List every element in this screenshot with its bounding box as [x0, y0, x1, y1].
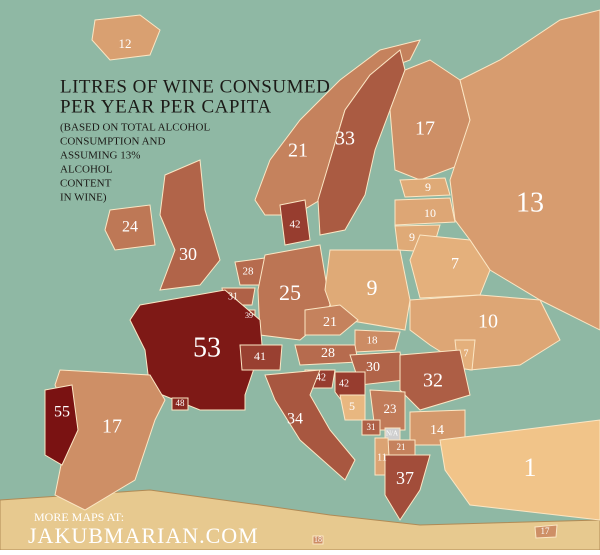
region — [534, 524, 558, 539]
region-label: 18 — [367, 335, 379, 347]
region — [264, 369, 356, 481]
region — [279, 199, 311, 246]
region — [354, 329, 401, 353]
region-label: 18 — [314, 535, 322, 544]
region-label: 13 — [516, 187, 544, 218]
region-label: 31 — [367, 422, 376, 432]
region-label: 21 — [323, 315, 337, 330]
region-label: 17 — [541, 526, 551, 536]
region-label: 14 — [430, 423, 444, 438]
footer-url: JAKUBMARIAN.COM — [28, 523, 259, 548]
subtitle-line: ALCOHOL — [60, 164, 113, 176]
region-label: 17 — [415, 118, 435, 140]
region-label: 42 — [316, 372, 326, 383]
region-label: 25 — [279, 280, 301, 305]
region — [399, 177, 451, 198]
region-label: 17 — [102, 416, 122, 438]
region-label: 42 — [290, 219, 301, 231]
region-label: 53 — [193, 332, 221, 363]
region-label: 55 — [54, 404, 70, 421]
region — [159, 159, 221, 291]
subtitle-line: IN WINE) — [60, 192, 107, 204]
region — [384, 454, 431, 521]
region-label: 5 — [349, 399, 355, 413]
region — [171, 397, 189, 411]
region-label: 32 — [423, 370, 443, 392]
region-label: 33 — [335, 128, 355, 150]
regions — [44, 9, 600, 545]
subtitle-line: (BASED ON TOTAL ALCOHOL — [60, 122, 210, 134]
region-label: 31 — [228, 291, 238, 302]
region — [439, 419, 600, 521]
region-label: 7 — [464, 348, 469, 359]
region — [129, 289, 263, 411]
subtitle-line: ASSUMING 13% — [60, 150, 140, 162]
region-label: 23 — [384, 401, 397, 416]
region-label: 21 — [288, 140, 308, 162]
region — [91, 14, 161, 61]
region — [399, 349, 471, 411]
footer-line: MORE MAPS AT: — [34, 510, 124, 524]
region-label: 9 — [425, 180, 431, 194]
region-label: 39 — [245, 311, 253, 320]
region-label: 11 — [377, 452, 387, 463]
region-label: 10 — [424, 206, 436, 220]
region-label: 30 — [366, 360, 380, 375]
region-label: 41 — [254, 349, 266, 363]
region-label: 42 — [339, 378, 349, 389]
region — [104, 204, 156, 251]
region — [312, 535, 324, 545]
region-label: 7 — [451, 256, 459, 273]
region — [394, 197, 456, 226]
subtitle-line: CONSUMPTION AND — [60, 136, 165, 148]
region — [317, 49, 406, 236]
region-label: 30 — [179, 244, 197, 264]
region-label: 12 — [119, 36, 132, 51]
region — [304, 304, 359, 336]
region-label: 28 — [321, 346, 335, 361]
title-line: PER YEAR PER CAPITA — [60, 96, 272, 117]
region-label: 24 — [122, 219, 138, 236]
region-label: 10 — [478, 311, 498, 333]
region-label: 21 — [397, 442, 406, 452]
region-label: 48 — [176, 398, 186, 408]
region — [44, 384, 79, 466]
region — [449, 9, 600, 331]
region-label: 9 — [409, 230, 415, 244]
region-label: 9 — [367, 275, 378, 300]
title-line: LITRES OF WINE CONSUMED — [60, 76, 330, 97]
region — [239, 344, 283, 371]
region — [361, 419, 381, 436]
region-label: 1 — [524, 453, 537, 482]
region-label: 34 — [287, 411, 303, 428]
subtitle-line: CONTENT — [60, 178, 112, 190]
region-label: 37 — [396, 468, 414, 488]
region-label: 28 — [243, 266, 255, 278]
region-label: N/A — [386, 430, 398, 438]
